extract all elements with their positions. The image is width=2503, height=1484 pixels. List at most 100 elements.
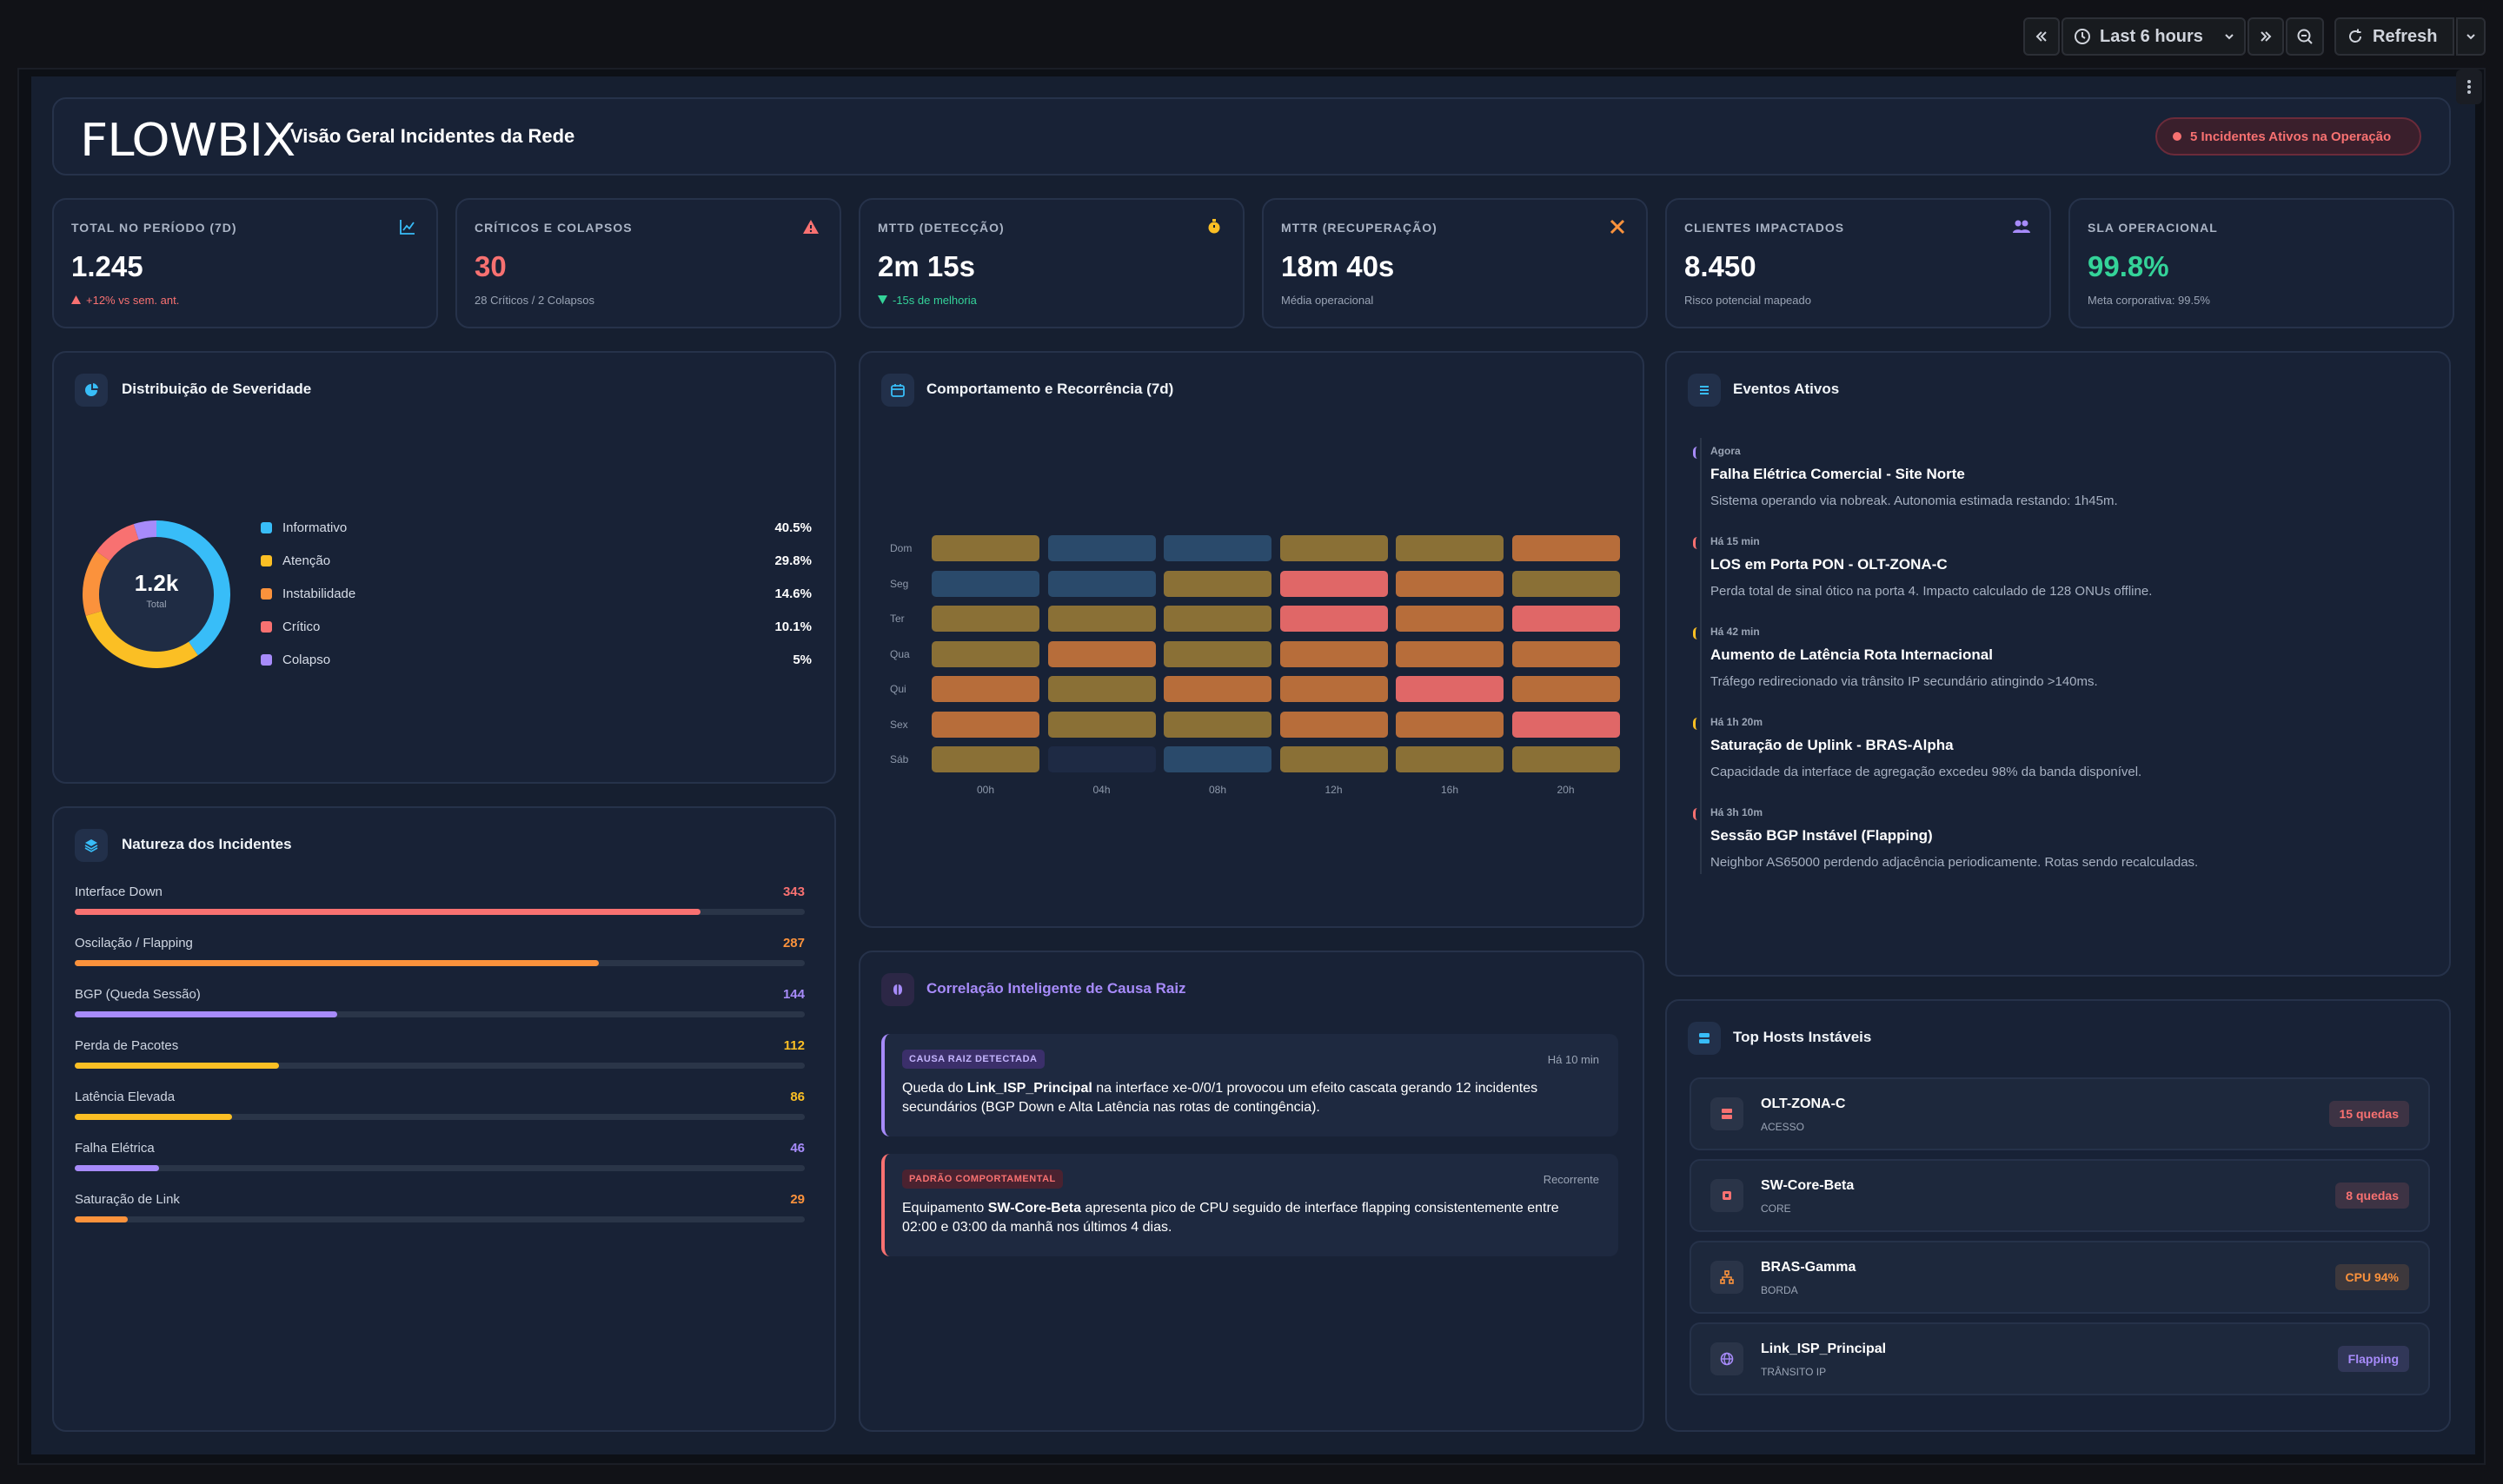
heatmap-cell[interactable] (1279, 640, 1388, 667)
kpi-label: SLA OPERACIONAL (2088, 221, 2218, 235)
heatmap-cell[interactable] (1511, 746, 1620, 772)
heatmap-col-label: 08h (1208, 784, 1227, 796)
time-range-label: Last 6 hours (2100, 26, 2203, 46)
heatmap-cell[interactable] (932, 676, 1039, 702)
host-row[interactable]: SW-Core-Beta CORE 8 quedas (1690, 1159, 2430, 1232)
correlation-entity: SW-Core-Beta (987, 1201, 1081, 1216)
nature-bar-row[interactable]: Oscilação / Flapping 287 (75, 936, 805, 986)
heatmap-col-label: 00h (976, 784, 995, 796)
panel-menu-button[interactable] (2456, 70, 2482, 104)
heatmap-cell[interactable] (932, 570, 1039, 597)
event-item[interactable]: Há 1h 20m Saturação de Uplink - BRAS-Alph… (1693, 716, 2141, 779)
donut-slice[interactable] (82, 551, 110, 616)
nature-bar-row[interactable]: Saturação de Link 29 (75, 1192, 805, 1242)
event-time: Há 15 min (1710, 535, 1760, 547)
nature-title: Natureza dos Incidentes (122, 836, 292, 852)
heatmap-cell[interactable] (1279, 570, 1388, 597)
nature-value: 343 (782, 884, 805, 899)
heatmap-cell[interactable] (1396, 570, 1504, 597)
kpi-subtitle-text: Média operacional (1281, 294, 1374, 307)
heatmap-cell[interactable] (1511, 640, 1620, 667)
heatmap-cell[interactable] (1047, 606, 1156, 632)
heatmap-title: Comportamento e Recorrência (7d) (926, 381, 1174, 397)
heatmap-cell[interactable] (1164, 676, 1271, 702)
time-forward-button[interactable] (2247, 17, 2284, 56)
donut-slice[interactable] (133, 520, 156, 540)
nature-bar-fill (75, 960, 599, 966)
nature-bar-fill (75, 1216, 128, 1222)
correlation-card[interactable]: CAUSA RAIZ DETECTADA Há 10 min Queda do Li… (881, 1034, 1618, 1136)
heatmap-cell[interactable] (1047, 711, 1156, 738)
time-range-picker[interactable]: Last 6 hours (2061, 17, 2246, 56)
heatmap-cell[interactable] (1047, 746, 1156, 772)
refresh-button[interactable]: Refresh (2334, 17, 2454, 56)
heatmap-cell[interactable] (1511, 711, 1620, 738)
kpi-value: 8.450 (1684, 250, 1756, 282)
heatmap-cell[interactable] (1396, 606, 1504, 632)
event-item[interactable]: Agora Falha Elétrica Comercial - Site Nor… (1693, 445, 2118, 508)
heatmap-cell[interactable] (932, 711, 1039, 738)
heatmap-cell[interactable] (1396, 746, 1504, 772)
heatmap-cell[interactable] (1396, 676, 1504, 702)
heatmap-cell[interactable] (1511, 570, 1620, 597)
nature-bar-row[interactable]: Latência Elevada 86 (75, 1090, 805, 1140)
heatmap-cell[interactable] (1396, 640, 1504, 667)
event-item[interactable]: Há 42 min Aumento de Latência Rota Intern… (1693, 626, 2098, 689)
heatmap-cell[interactable] (932, 640, 1039, 667)
event-item[interactable]: Há 3h 10m Sessão BGP Instável (Flapping) N… (1693, 806, 2198, 870)
heatmap-cell[interactable] (932, 606, 1039, 632)
heatmap-cell[interactable] (1047, 676, 1156, 702)
host-row[interactable]: BRAS-Gamma BORDA CPU 94% (1690, 1241, 2430, 1314)
nature-bar-row[interactable]: Perda de Pacotes 112 (75, 1038, 805, 1089)
donut-slice[interactable] (96, 524, 139, 561)
heatmap-cell[interactable] (1164, 711, 1271, 738)
refresh-interval-dropdown[interactable] (2456, 17, 2486, 56)
heatmap-cell[interactable] (1164, 746, 1271, 772)
heatmap-cell[interactable] (1164, 570, 1271, 597)
active-incidents-badge[interactable]: 5 Incidentes Ativos na Operação (2155, 117, 2421, 156)
nature-bar-track (75, 1165, 805, 1171)
page-title: Visão Geral Incidentes da Rede (290, 125, 575, 147)
host-row[interactable]: Link_ISP_Principal TRÂNSITO IP Flapping (1690, 1322, 2430, 1395)
nature-bar-row[interactable]: Interface Down 343 (75, 884, 805, 935)
event-item[interactable]: Há 15 min LOS em Porta PON - OLT-ZONA-C Pe… (1693, 535, 2152, 599)
correlation-time: Há 10 min (1547, 1053, 1599, 1066)
severity-donut-chart (82, 520, 231, 668)
heatmap-cell[interactable] (1279, 676, 1388, 702)
kpi-label: TOTAL NO PERÍODO (7D) (71, 221, 237, 235)
heatmap-cell[interactable] (1047, 535, 1156, 561)
zoom-out-button[interactable] (2286, 17, 2324, 56)
host-row[interactable]: OLT-ZONA-C ACESSO 15 quedas (1690, 1077, 2430, 1150)
correlation-card[interactable]: PADRÃO COMPORTAMENTAL Recorrente Equipamen… (881, 1154, 1618, 1256)
layers-icon (75, 829, 108, 862)
heatmap-cell[interactable] (1164, 640, 1271, 667)
legend-item[interactable]: Colapso 5% (261, 643, 812, 676)
heatmap-cell[interactable] (1396, 711, 1504, 738)
heatmap-cell[interactable] (1279, 711, 1388, 738)
heatmap-cell[interactable] (1047, 570, 1156, 597)
heatmap-cell[interactable] (1511, 676, 1620, 702)
correlation-title: Correlação Inteligente de Causa Raiz (926, 980, 1186, 997)
heatmap-cell[interactable] (1047, 640, 1156, 667)
heatmap-cell[interactable] (1279, 606, 1388, 632)
legend-item[interactable]: Instabilidade 14.6% (261, 577, 812, 610)
heatmap-cell[interactable] (1511, 606, 1620, 632)
legend-item[interactable]: Informativo 40.5% (261, 511, 812, 544)
heatmap-cell[interactable] (1279, 535, 1388, 561)
nature-bar-row[interactable]: BGP (Queda Sessão) 144 (75, 987, 805, 1037)
donut-slice[interactable] (156, 520, 231, 656)
heatmap-cell[interactable] (1511, 535, 1620, 561)
legend-item[interactable]: Crítico 10.1% (261, 610, 812, 643)
donut-slice[interactable] (85, 611, 198, 668)
heatmap-cell[interactable] (1279, 746, 1388, 772)
heatmap-cell[interactable] (932, 746, 1039, 772)
heatmap-cell[interactable] (1396, 535, 1504, 561)
heatmap-cell[interactable] (1164, 535, 1271, 561)
time-back-button[interactable] (2023, 17, 2060, 56)
legend-percent: 14.6% (774, 586, 812, 601)
nature-bar-row[interactable]: Falha Elétrica 46 (75, 1141, 805, 1191)
heatmap-cell[interactable] (1164, 606, 1271, 632)
heatmap-cell[interactable] (932, 535, 1039, 561)
nature-label: Oscilação / Flapping (75, 936, 193, 951)
legend-item[interactable]: Atenção 29.8% (261, 544, 812, 577)
